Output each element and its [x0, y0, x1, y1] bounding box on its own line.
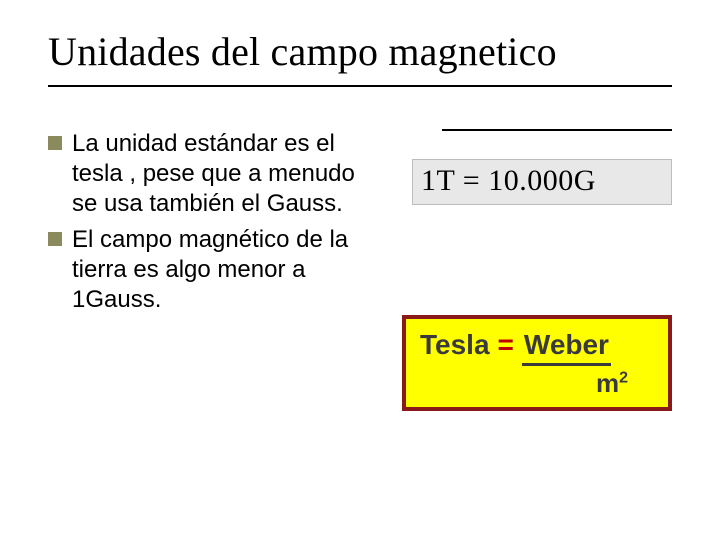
- tesla-formula-box: Tesla = Weber m2: [402, 315, 672, 411]
- formula-numerator: Weber: [522, 329, 611, 360]
- formula-numerator-wrap: Weber: [522, 329, 611, 366]
- slide-body: La unidad estándar es el tesla , pese qu…: [48, 129, 672, 411]
- title-underline: [48, 85, 672, 87]
- bullet-text: El campo magnético de la tierra es algo …: [72, 225, 358, 315]
- formula-equals: =: [498, 329, 514, 361]
- fraction-bar: [522, 363, 611, 366]
- formula-denominator: m2: [596, 368, 628, 398]
- bullet-list: La unidad estándar es el tesla , pese qu…: [48, 129, 358, 411]
- small-underline: [442, 129, 672, 131]
- formula-denominator-row: m2: [420, 368, 656, 399]
- right-column: 1T = 10.000G Tesla = Weber m2: [382, 129, 672, 411]
- square-bullet-icon: [48, 136, 62, 150]
- list-item: La unidad estándar es el tesla , pese qu…: [48, 129, 358, 219]
- conversion-equation: 1T = 10.000G: [412, 159, 672, 205]
- denom-exponent: 2: [619, 369, 628, 386]
- slide: Unidades del campo magnetico La unidad e…: [0, 0, 720, 540]
- denom-base: m: [596, 368, 619, 398]
- list-item: El campo magnético de la tierra es algo …: [48, 225, 358, 315]
- formula-lhs: Tesla: [420, 329, 490, 361]
- formula-row: Tesla = Weber: [420, 329, 656, 366]
- square-bullet-icon: [48, 232, 62, 246]
- bullet-text: La unidad estándar es el tesla , pese qu…: [72, 129, 358, 219]
- slide-title: Unidades del campo magnetico: [48, 28, 672, 75]
